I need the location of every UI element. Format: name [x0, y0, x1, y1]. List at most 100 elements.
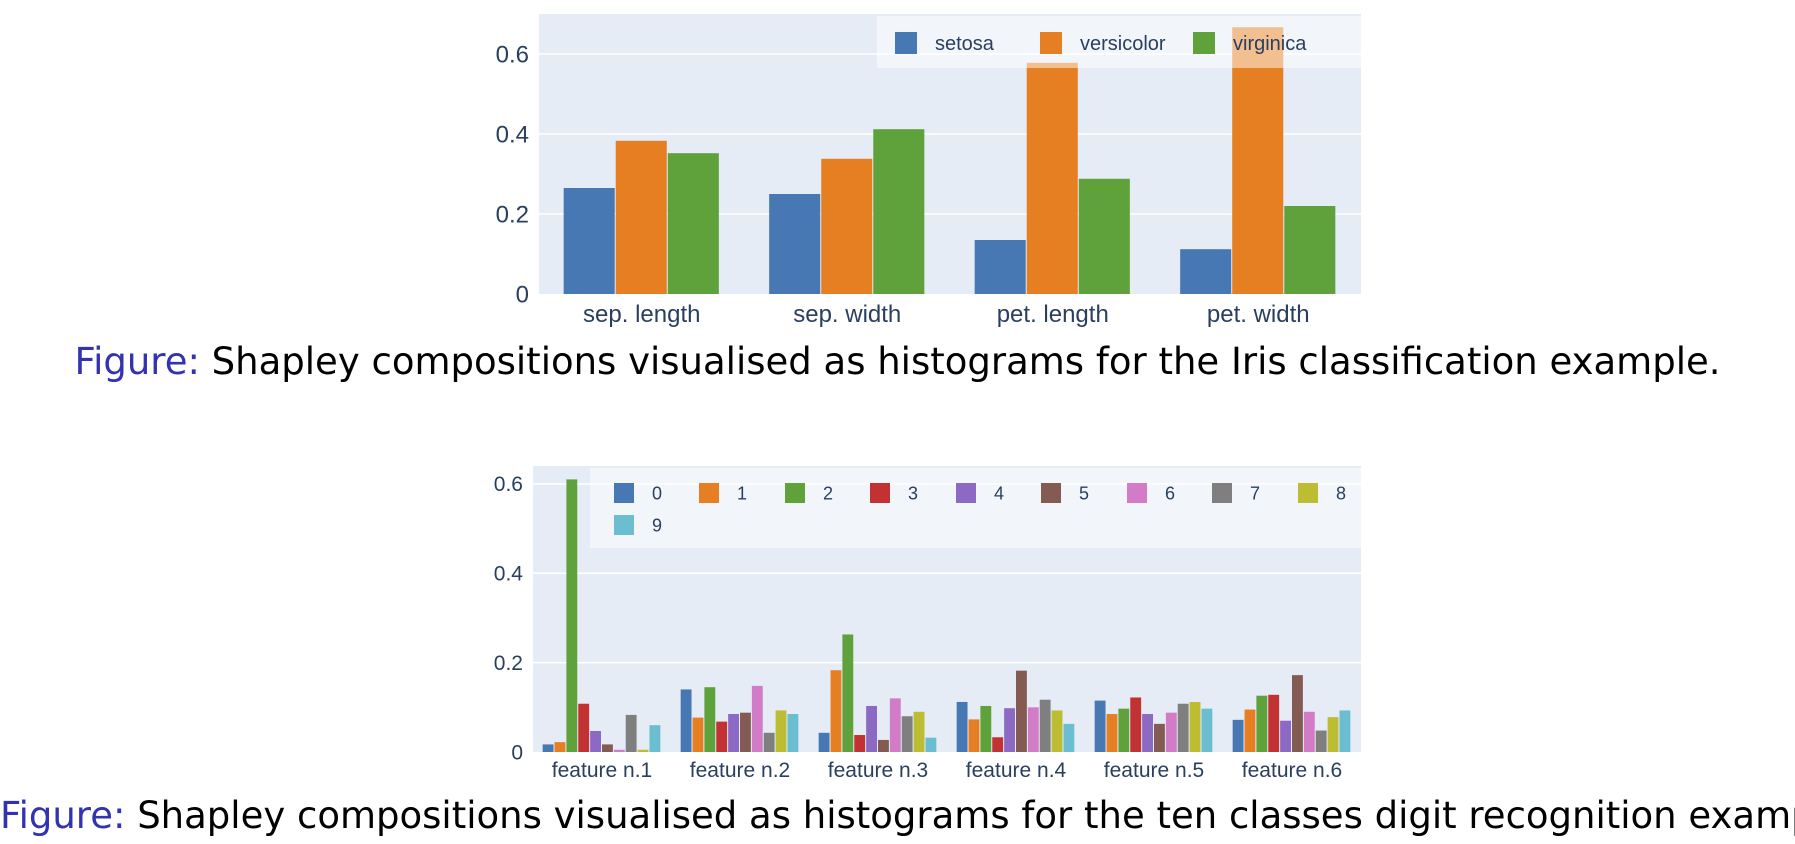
- bar-2-feature-n-2: [704, 687, 716, 752]
- bar-1-feature-n-3: [830, 670, 842, 752]
- bar-7-feature-n-4: [1039, 699, 1051, 752]
- legend-swatch: [1040, 32, 1062, 54]
- y-tick-label: 0.4: [494, 563, 524, 586]
- bar-5-feature-n-1: [602, 744, 613, 752]
- legend-label: 9: [652, 515, 662, 535]
- bar-1-feature-n-6: [1244, 709, 1256, 752]
- x-tick-label: feature n.2: [690, 759, 790, 782]
- bar-1-feature-n-4: [968, 719, 980, 752]
- bar-virginica-sep-length: [667, 153, 719, 294]
- y-tick-label: 0.4: [496, 121, 529, 148]
- bar-6-feature-n-6: [1303, 711, 1315, 752]
- bar-1-feature-n-2: [692, 717, 704, 752]
- bar-7-feature-n-1: [625, 714, 637, 752]
- bar-8-feature-n-6: [1327, 717, 1339, 752]
- bar-3-feature-n-1: [578, 703, 590, 752]
- bar-versicolor-sep-length: [615, 140, 667, 294]
- bar-4-feature-n-5: [1142, 714, 1153, 752]
- x-tick-label: feature n.6: [1242, 759, 1342, 782]
- legend-box: [590, 468, 1361, 548]
- legend-label: 0: [652, 483, 662, 503]
- legend-swatch: [1041, 483, 1061, 503]
- bar-7-feature-n-3: [901, 716, 913, 752]
- bar-7-feature-n-5: [1177, 703, 1189, 752]
- bar-9-feature-n-6: [1339, 710, 1351, 752]
- y-tick-label: 0: [516, 281, 529, 308]
- legend-swatch: [870, 483, 890, 503]
- bar-setosa-sep-width: [769, 194, 821, 294]
- bar-6-feature-n-3: [889, 698, 901, 752]
- legend-swatch: [895, 32, 917, 54]
- legend-label: versicolor: [1080, 33, 1166, 55]
- bar-5-feature-n-6: [1292, 675, 1303, 752]
- bar-versicolor-sep-width: [821, 158, 873, 294]
- bar-3-feature-n-5: [1130, 697, 1142, 752]
- x-tick-label: feature n.3: [828, 759, 928, 782]
- bar-virginica-sep-width: [873, 129, 925, 294]
- bar-4-feature-n-2: [728, 714, 739, 752]
- bar-8-feature-n-2: [775, 710, 787, 752]
- bar-2-feature-n-6: [1256, 695, 1268, 752]
- bar-3-feature-n-2: [716, 721, 728, 752]
- bar-8-feature-n-1: [637, 749, 649, 752]
- bar-5-feature-n-5: [1154, 723, 1165, 752]
- bar-virginica-pet-length: [1078, 178, 1130, 294]
- bar-6-feature-n-1: [613, 749, 625, 752]
- legend-box: [877, 16, 1361, 68]
- bar-0-feature-n-6: [1232, 719, 1244, 752]
- bar-9-feature-n-3: [925, 737, 937, 752]
- x-tick-label: feature n.5: [1104, 759, 1204, 782]
- bar-1-feature-n-5: [1106, 714, 1118, 752]
- bar-8-feature-n-5: [1189, 701, 1201, 752]
- bar-5-feature-n-2: [740, 712, 751, 752]
- legend-label: 4: [994, 483, 1004, 503]
- legend-label: 7: [1250, 483, 1260, 503]
- bar-2-feature-n-4: [980, 705, 992, 752]
- bar-6-feature-n-5: [1165, 712, 1177, 752]
- bar-8-feature-n-4: [1051, 710, 1063, 752]
- figure-caption-iris: Figure: Shapley compositions visualised …: [0, 340, 1795, 383]
- bar-0-feature-n-3: [818, 732, 830, 752]
- y-tick-label: 0.6: [496, 41, 529, 68]
- y-tick-label: 0.2: [494, 652, 523, 675]
- legend-label: 1: [737, 483, 747, 503]
- bar-4-feature-n-4: [1004, 708, 1015, 752]
- bar-3-feature-n-6: [1268, 694, 1280, 752]
- caption-label: Figure:: [74, 340, 200, 383]
- legend-swatch: [785, 483, 805, 503]
- x-tick-label: feature n.1: [552, 759, 652, 782]
- digits-shapley-bar-chart: 0 0.2 0.4 0.6 feature n.1 feature n.2 feature …: [494, 466, 1361, 782]
- legend-swatch: [1212, 483, 1232, 503]
- legend-label: 5: [1079, 483, 1089, 503]
- caption-text: Shapley compositions visualised as histo…: [125, 794, 1795, 837]
- legend-label: 3: [908, 483, 918, 503]
- legend-swatch: [1193, 32, 1215, 54]
- caption-text: Shapley compositions visualised as histo…: [199, 340, 1721, 383]
- bar-virginica-pet-width: [1284, 206, 1336, 294]
- legend-swatch: [614, 483, 634, 503]
- legend-swatch: [956, 483, 976, 503]
- figure-caption-digits: Figure: Shapley compositions visualised …: [0, 794, 1795, 837]
- legend-swatch: [1298, 483, 1318, 503]
- x-tick-label: sep. length: [583, 301, 700, 328]
- bar-9-feature-n-1: [649, 725, 661, 752]
- legend-label: 8: [1336, 483, 1346, 503]
- bar-3-feature-n-3: [854, 735, 866, 752]
- bar-1-feature-n-1: [554, 742, 566, 752]
- bar-0-feature-n-4: [956, 701, 968, 752]
- legend-label: virginica: [1233, 33, 1307, 55]
- bar-2-feature-n-3: [842, 634, 854, 752]
- bar-9-feature-n-4: [1063, 723, 1075, 752]
- legend-swatch: [1127, 483, 1147, 503]
- bar-5-feature-n-4: [1016, 670, 1027, 752]
- x-tick-label: sep. width: [793, 301, 901, 328]
- legend-swatch: [614, 515, 634, 535]
- x-tick-label: feature n.4: [966, 759, 1067, 782]
- y-tick-label: 0.2: [496, 201, 529, 228]
- bar-6-feature-n-4: [1027, 707, 1039, 752]
- bar-setosa-pet-width: [1180, 249, 1232, 294]
- x-tick-label: pet. length: [997, 301, 1109, 328]
- bar-6-feature-n-2: [751, 685, 763, 752]
- bar-versicolor-pet-length: [1026, 62, 1078, 294]
